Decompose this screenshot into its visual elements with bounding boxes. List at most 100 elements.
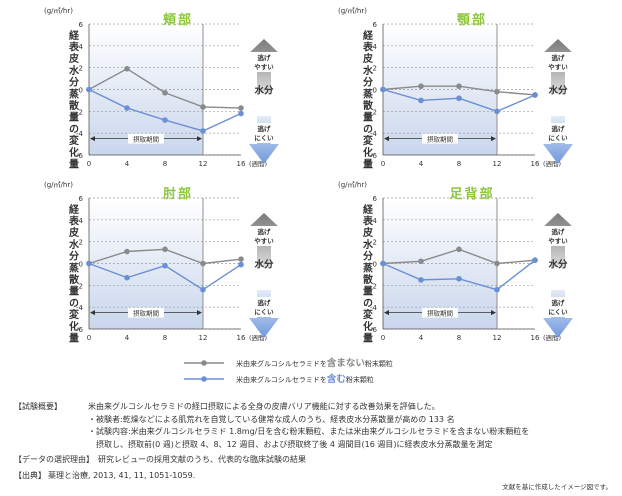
escape-hard-bg	[248, 123, 280, 143]
y-tick-label: 0	[373, 261, 377, 269]
y-tick-label: 2	[373, 239, 377, 247]
data-point-with	[238, 110, 244, 117]
panel-title: 顎部	[457, 12, 487, 28]
legend-marker-without	[201, 360, 207, 366]
escape-hard-bg	[542, 297, 574, 317]
data-point-without	[494, 88, 500, 95]
moisture-label: 水分	[254, 259, 274, 271]
legend-marker-with	[201, 376, 207, 382]
x-tick-label: 0	[87, 334, 91, 342]
data-point-without	[162, 246, 168, 253]
intake-arrow-right-head	[491, 136, 496, 142]
escape-easy-line-1: 逃げ	[552, 227, 566, 236]
intake-label-bg	[128, 307, 164, 318]
data-point-with	[86, 86, 92, 93]
x-tick-label: 16	[531, 334, 540, 342]
data-point-without	[494, 260, 500, 267]
overview-label: 【試験概要】	[14, 402, 62, 411]
x-tick-label: 8	[163, 334, 167, 342]
data-point-with	[456, 95, 462, 102]
data-point-without	[238, 105, 244, 111]
x-tick-label: 0	[87, 160, 91, 168]
x-tick-label: 12	[493, 160, 502, 168]
escape-easy-line-2: やすい	[548, 236, 568, 245]
y-tick-label: 2	[79, 65, 83, 73]
legend-label-without: 米由来グルコシルセラミドを含まない粉末顆粒	[236, 357, 393, 369]
data-point-with	[494, 108, 500, 115]
data-point-without	[418, 258, 424, 265]
x-unit-label: (週間)	[543, 159, 561, 168]
legend-emphasis: 含まない	[326, 357, 365, 369]
escape-hard-line-1: 逃げ	[258, 298, 272, 307]
y-tick-label: -4	[370, 130, 378, 138]
data-point-with	[162, 262, 168, 269]
data-point-without	[162, 89, 168, 96]
intake-label: 摂取期間	[427, 309, 453, 318]
escape-hard-line-2: にくい	[548, 134, 568, 142]
y-tick-label: 6	[373, 21, 378, 29]
data-point-with	[532, 257, 538, 264]
data-point-without	[200, 260, 206, 267]
escape-easy-bg	[542, 52, 574, 72]
escape-easy-bg	[542, 226, 574, 246]
escape-easy-line-2: やすい	[548, 62, 568, 71]
data-point-with	[494, 286, 500, 293]
data-point-with	[124, 105, 130, 111]
x-tick-label: 4	[419, 160, 424, 168]
y-unit-label: (g/㎡/hr)	[338, 181, 367, 189]
intake-arrow-right-head	[491, 310, 496, 316]
data-point-with	[200, 286, 206, 293]
moisture-label: 水分	[254, 85, 274, 97]
x-tick-label: 4	[419, 334, 424, 342]
legend-prefix: 米由来グルコシルセラミドを	[236, 375, 327, 384]
escape-easy-bg	[248, 52, 280, 72]
legend-suffix: 粉末顆粒	[346, 375, 374, 384]
panel-title: 足背部	[449, 186, 494, 202]
y-axis-label: 経表皮水分蒸散量の変化量	[361, 29, 374, 171]
intake-arrow-left-head	[384, 136, 389, 142]
legend-emphasis: 含む	[326, 373, 347, 385]
source-row: 【出典】 薬理と治療, 2013, 41, 11, 1051-1059.	[14, 470, 614, 483]
x-tick-label: 4	[125, 334, 130, 342]
escape-easy-line-1: 逃げ	[258, 227, 272, 236]
x-tick-label: 8	[457, 334, 461, 342]
y-tick-label: -6	[370, 326, 378, 334]
y-tick-label: 4	[373, 217, 378, 225]
y-tick-label: 0	[79, 261, 83, 269]
escape-hard-line-1: 逃げ	[258, 124, 272, 133]
y-tick-label: 4	[79, 217, 84, 225]
y-axis-label: 経表皮水分蒸散量の変化量	[67, 29, 80, 171]
x-tick-label: 16	[531, 160, 540, 168]
y-tick-label: 0	[373, 87, 377, 95]
data-point-with	[162, 117, 168, 123]
y-tick-label: -6	[76, 326, 84, 334]
x-tick-label: 0	[381, 160, 385, 168]
x-tick-label: 8	[163, 160, 167, 168]
intake-label-bg	[128, 133, 164, 144]
study-notes: 【試験概要】 米由来グルコシルセラミドの経口摂取による全身の皮膚バリア機能に対す…	[14, 401, 614, 482]
overview-row: 【試験概要】 米由来グルコシルセラミドの経口摂取による全身の皮膚バリア機能に対す…	[14, 401, 614, 414]
y-tick-label: -4	[370, 304, 378, 312]
escape-easy-line-2: やすい	[254, 236, 274, 245]
y-tick-label: 2	[79, 239, 83, 247]
data-point-with	[418, 277, 424, 283]
escape-easy-line-1: 逃げ	[552, 53, 566, 62]
escape-hard-bg	[248, 297, 280, 317]
intake-label: 摂取期間	[427, 135, 453, 144]
y-tick-label: 0	[79, 87, 83, 95]
y-tick-label: -2	[76, 108, 83, 116]
x-tick-label: 12	[199, 334, 208, 342]
panel-title: 頬部	[163, 12, 193, 28]
reason-row: 【データの選択理由】 研究レビューの採用文献のうち、代表的な臨床試験の結果	[14, 454, 614, 467]
y-unit-label: (g/㎡/hr)	[44, 7, 73, 15]
escape-hard-bg	[542, 123, 574, 143]
escape-hard-line-1: 逃げ	[552, 124, 566, 133]
escape-easy-line-2: やすい	[254, 62, 274, 71]
intake-arrow-left-head	[384, 310, 389, 316]
image-credit: 文献を基に作成したイメージ図です。	[502, 483, 612, 491]
